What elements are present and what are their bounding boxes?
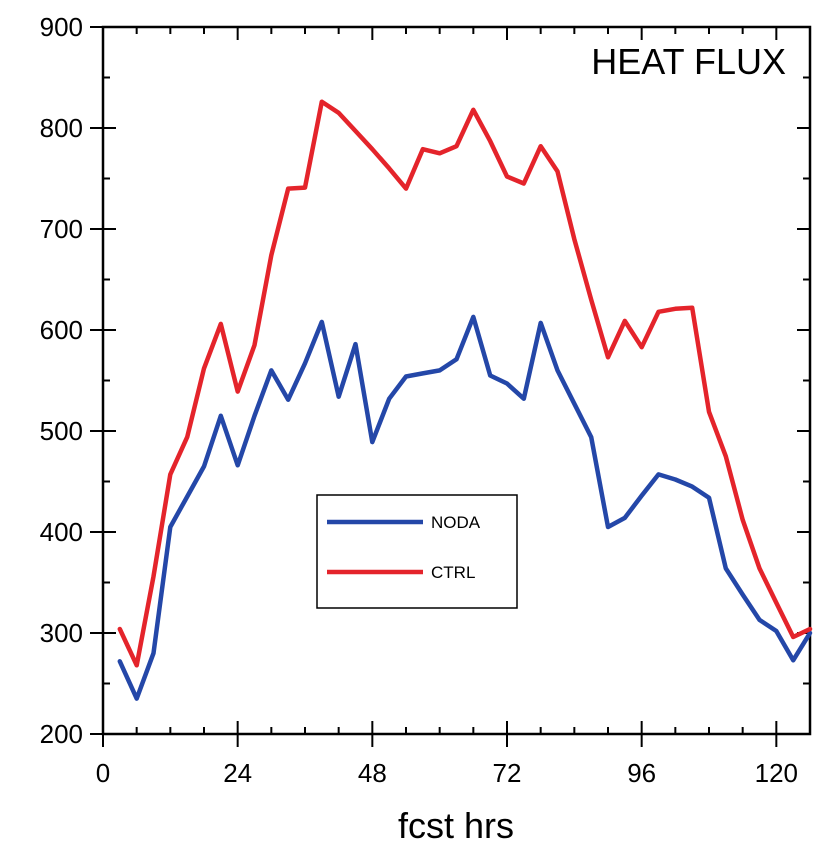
y-tick-label: 700 bbox=[40, 214, 83, 244]
y-tick-label: 500 bbox=[40, 416, 83, 446]
x-tick-label: 120 bbox=[755, 758, 798, 788]
series-line-noda bbox=[117, 314, 813, 701]
series-lines bbox=[117, 99, 813, 701]
chart-title: HEAT FLUX bbox=[591, 41, 786, 82]
tick-labels: 200 300 400 500 600 700 800 900 0 24 48 72 96 120 bbox=[40, 12, 798, 788]
y-tick-label: 300 bbox=[40, 618, 83, 648]
y-tick-label: 600 bbox=[40, 315, 83, 345]
series-line-ctrl bbox=[117, 99, 813, 668]
x-tick-label: 96 bbox=[627, 758, 656, 788]
x-tick-label: 72 bbox=[493, 758, 522, 788]
legend-label-noda: NODA bbox=[431, 513, 481, 532]
legend-box bbox=[316, 494, 518, 609]
axis-ticks bbox=[90, 26, 811, 747]
x-axis-title: fcst hrs bbox=[398, 805, 514, 846]
y-tick-label: 400 bbox=[40, 517, 83, 547]
x-tick-label: 24 bbox=[223, 758, 252, 788]
y-tick-label: 800 bbox=[40, 113, 83, 143]
legend: NODA CTRL bbox=[316, 494, 518, 609]
y-tick-label: 900 bbox=[40, 12, 83, 42]
y-tick-label: 200 bbox=[40, 719, 83, 749]
x-tick-label: 0 bbox=[96, 758, 110, 788]
legend-label-ctrl: CTRL bbox=[431, 563, 475, 582]
x-tick-label: 48 bbox=[358, 758, 387, 788]
